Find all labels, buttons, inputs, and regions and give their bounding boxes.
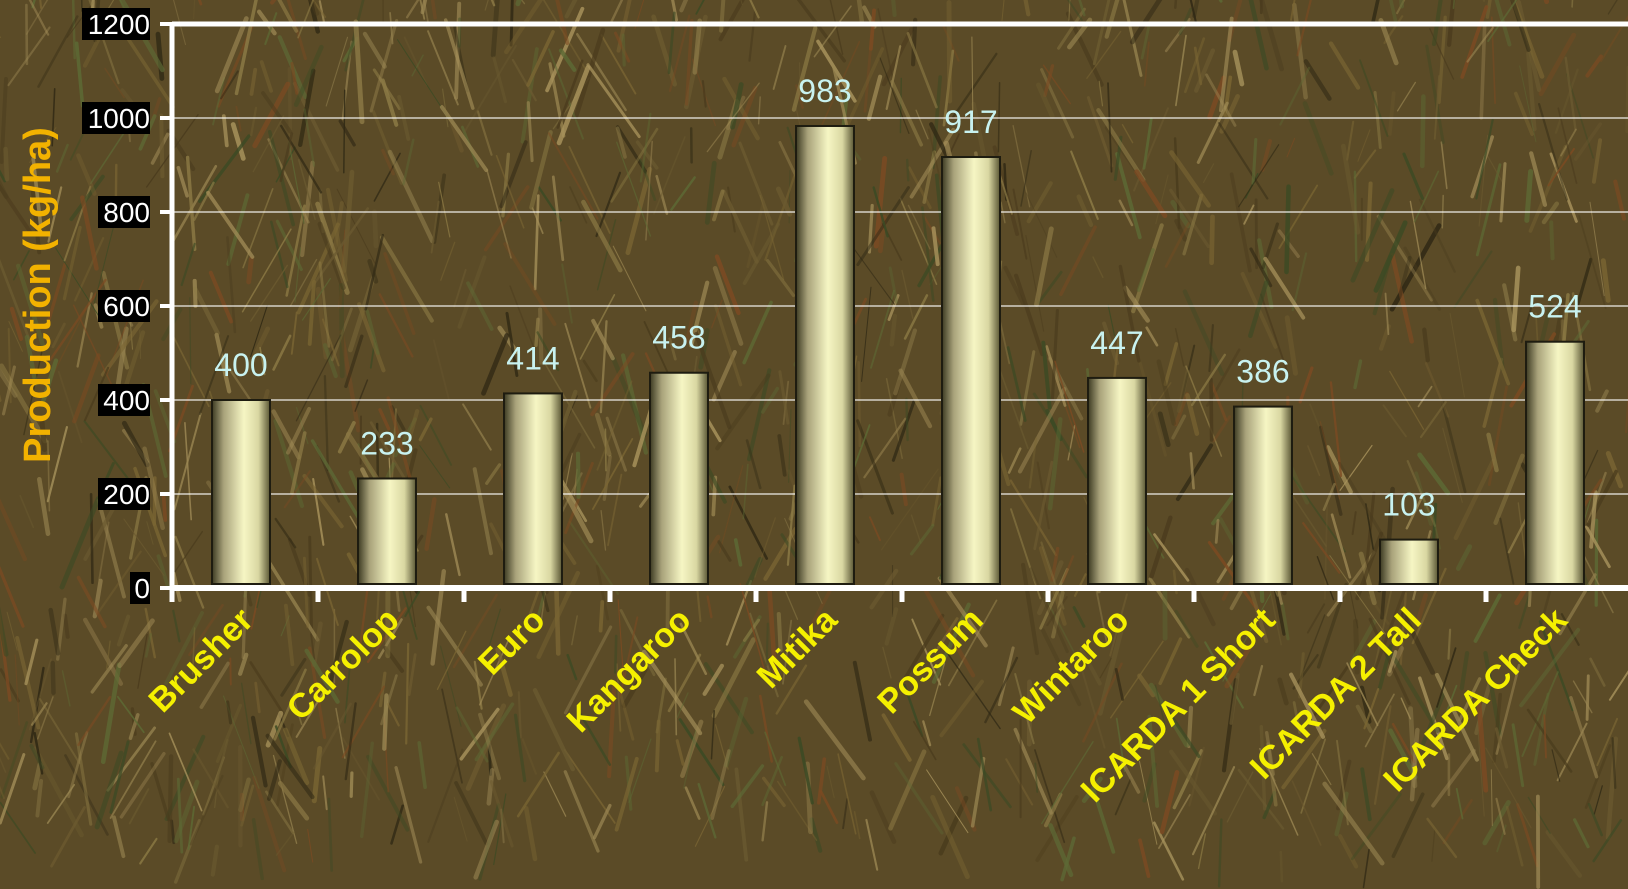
category-label: Kangaroo bbox=[560, 601, 699, 740]
y-tick-label-bg bbox=[98, 196, 150, 228]
y-tick-label: 400 bbox=[103, 385, 150, 416]
bar-possum bbox=[941, 156, 1001, 585]
y-tick-label: 600 bbox=[103, 291, 150, 322]
value-label: 414 bbox=[506, 340, 559, 376]
value-labels: 400 233 414 458 983 917 447 386 103 524 bbox=[214, 73, 1581, 523]
value-label: 917 bbox=[944, 104, 997, 140]
value-label: 524 bbox=[1528, 289, 1581, 325]
value-label: 983 bbox=[798, 73, 851, 109]
category-label: Euro bbox=[471, 601, 553, 683]
y-tick-label: 1000 bbox=[88, 103, 150, 134]
axes bbox=[160, 21, 1628, 602]
category-label: Brusher bbox=[142, 601, 261, 720]
y-tick-label: 1200 bbox=[88, 9, 150, 40]
bars bbox=[211, 124, 1585, 586]
category-labels: Brusher Carrolop Euro Kangaroo Mitika Possum W… bbox=[142, 600, 1575, 810]
value-label: 233 bbox=[360, 425, 413, 461]
y-tick-label-bg bbox=[98, 384, 150, 416]
category-label: Carrolop bbox=[280, 601, 407, 728]
bar-icarda-check bbox=[1525, 340, 1585, 585]
y-tick-label-bg bbox=[98, 290, 150, 322]
category-label: Possum bbox=[870, 601, 990, 721]
y-tick-label-bg bbox=[82, 102, 150, 134]
category-label: Mitika bbox=[750, 600, 846, 696]
bar-brusher bbox=[211, 399, 271, 585]
bar-euro bbox=[503, 392, 563, 586]
category-label: Wintaroo bbox=[1006, 601, 1137, 732]
y-axis-label: Production (kg/ha) bbox=[17, 127, 59, 463]
value-label: 400 bbox=[214, 347, 267, 383]
bar-icarda-2-tall bbox=[1379, 538, 1439, 586]
y-tick-label: 800 bbox=[103, 197, 150, 228]
value-label: 103 bbox=[1382, 487, 1435, 523]
y-tick-label-bg bbox=[98, 478, 150, 510]
bar-wintaroo bbox=[1087, 376, 1147, 585]
gridlines bbox=[172, 117, 1628, 495]
y-tick-label: 0 bbox=[134, 573, 150, 604]
value-label: 447 bbox=[1090, 325, 1143, 361]
value-label: 458 bbox=[652, 320, 705, 356]
bar-carrolop bbox=[357, 477, 417, 585]
y-tick-labels: 0 200 400 600 800 1000 1200 bbox=[82, 8, 150, 604]
bar-icarda-1-short bbox=[1233, 405, 1293, 585]
bar-mitika bbox=[795, 124, 855, 586]
y-tick-label-bg bbox=[82, 8, 150, 40]
value-label: 386 bbox=[1236, 354, 1289, 390]
y-tick-label: 200 bbox=[103, 479, 150, 510]
y-tick-label-bg bbox=[130, 572, 150, 604]
bar-kangaroo bbox=[649, 371, 709, 585]
